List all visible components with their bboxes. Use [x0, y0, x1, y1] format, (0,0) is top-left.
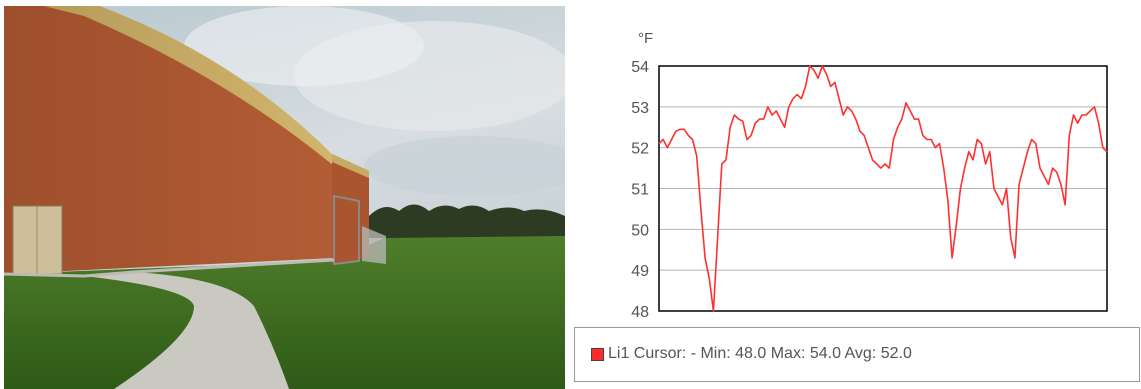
y-tick-label-52: 52 [631, 141, 649, 158]
temperature-chart: °F 54 53 52 51 50 49 48 [571, 8, 1139, 379]
legend-cursor-readout: Li1 Cursor: - Min: 48.0 Max: 54.0 Avg: 5… [608, 345, 912, 362]
y-tick-label-54: 54 [631, 59, 649, 76]
y-tick-label-51: 51 [631, 182, 649, 199]
y-tick-label-48: 48 [631, 304, 649, 321]
camera-photo [4, 6, 565, 389]
y-axis-unit-label: °F [638, 30, 653, 47]
series-line-li1 [658, 65, 1108, 312]
chart-series-group [658, 65, 1108, 312]
y-tick-label-49: 49 [631, 263, 649, 280]
plot-area-border [658, 65, 1108, 312]
y-axis-ticks: 54 53 52 51 50 49 48 [631, 59, 649, 321]
y-tick-label-53: 53 [631, 100, 649, 117]
chart-gridlines [659, 106, 1107, 271]
legend-swatch-li1 [591, 348, 604, 361]
chart-svg: °F 54 53 52 51 50 49 48 [631, 30, 1108, 321]
chart-legend: Li1 Cursor: - Min: 48.0 Max: 54.0 Avg: 5… [574, 327, 1140, 382]
y-tick-label-50: 50 [631, 222, 649, 239]
